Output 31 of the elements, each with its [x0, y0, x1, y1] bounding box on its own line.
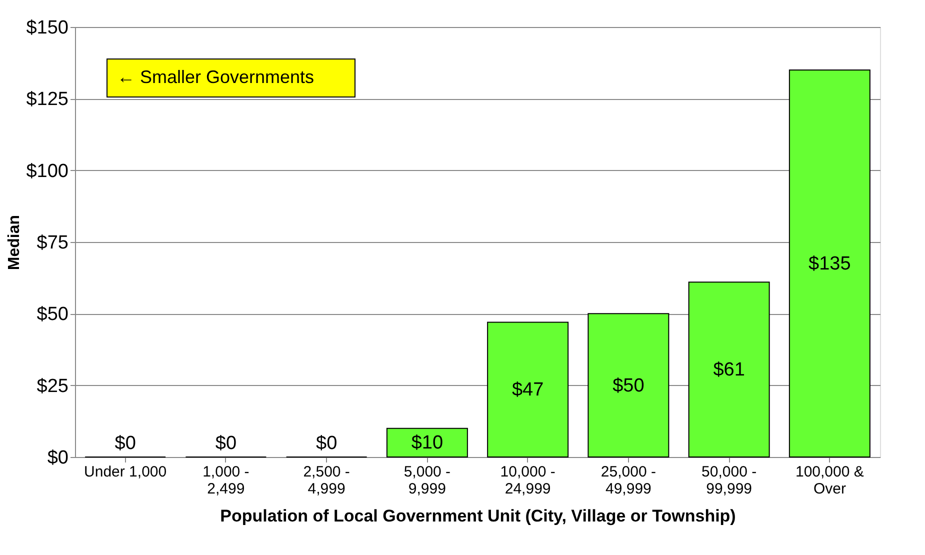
data-label: $135	[808, 254, 851, 274]
y-tick-label: $0	[47, 448, 68, 468]
x-tick-label: 1,000 - 2,499	[202, 464, 250, 498]
annotation: ← Smaller Governments	[117, 67, 314, 87]
x-tick-label: 100,000 & Over	[795, 464, 864, 498]
data-label: $0	[215, 433, 237, 454]
bar	[588, 313, 670, 458]
bar	[386, 428, 468, 458]
bar	[487, 322, 569, 458]
y-tick-label: $125	[26, 89, 68, 110]
data-label: $10	[411, 432, 444, 454]
y-axis-title: Median	[6, 214, 24, 270]
x-tick-label: 50,000 - 99,999	[702, 464, 757, 498]
y-tick-label: $50	[36, 304, 68, 326]
y-tick-label: $75	[36, 232, 68, 254]
y-tick-label: $100	[26, 160, 68, 182]
x-tick-label: 25,000 - 49,999	[600, 464, 656, 498]
data-label: $47	[512, 380, 544, 401]
x-tick-label: 5,000 - 9,999	[404, 464, 451, 498]
x-tick-label: 2,500 - 4,999	[303, 464, 350, 498]
data-label: $0	[114, 433, 136, 454]
bar	[788, 70, 870, 458]
x-tick-label: Under 1,000	[84, 464, 167, 480]
y-tick-label: $150	[26, 18, 68, 38]
x-tick-label: 10,000 - 24,999	[500, 464, 556, 498]
bar	[688, 282, 770, 458]
data-label: $50	[612, 375, 644, 396]
data-label: $61	[713, 360, 745, 381]
data-label: $0	[316, 433, 338, 454]
y-tick-label: $25	[36, 376, 68, 397]
x-axis-title: Population of Local Government Unit (City, Village or Township)	[220, 506, 736, 526]
